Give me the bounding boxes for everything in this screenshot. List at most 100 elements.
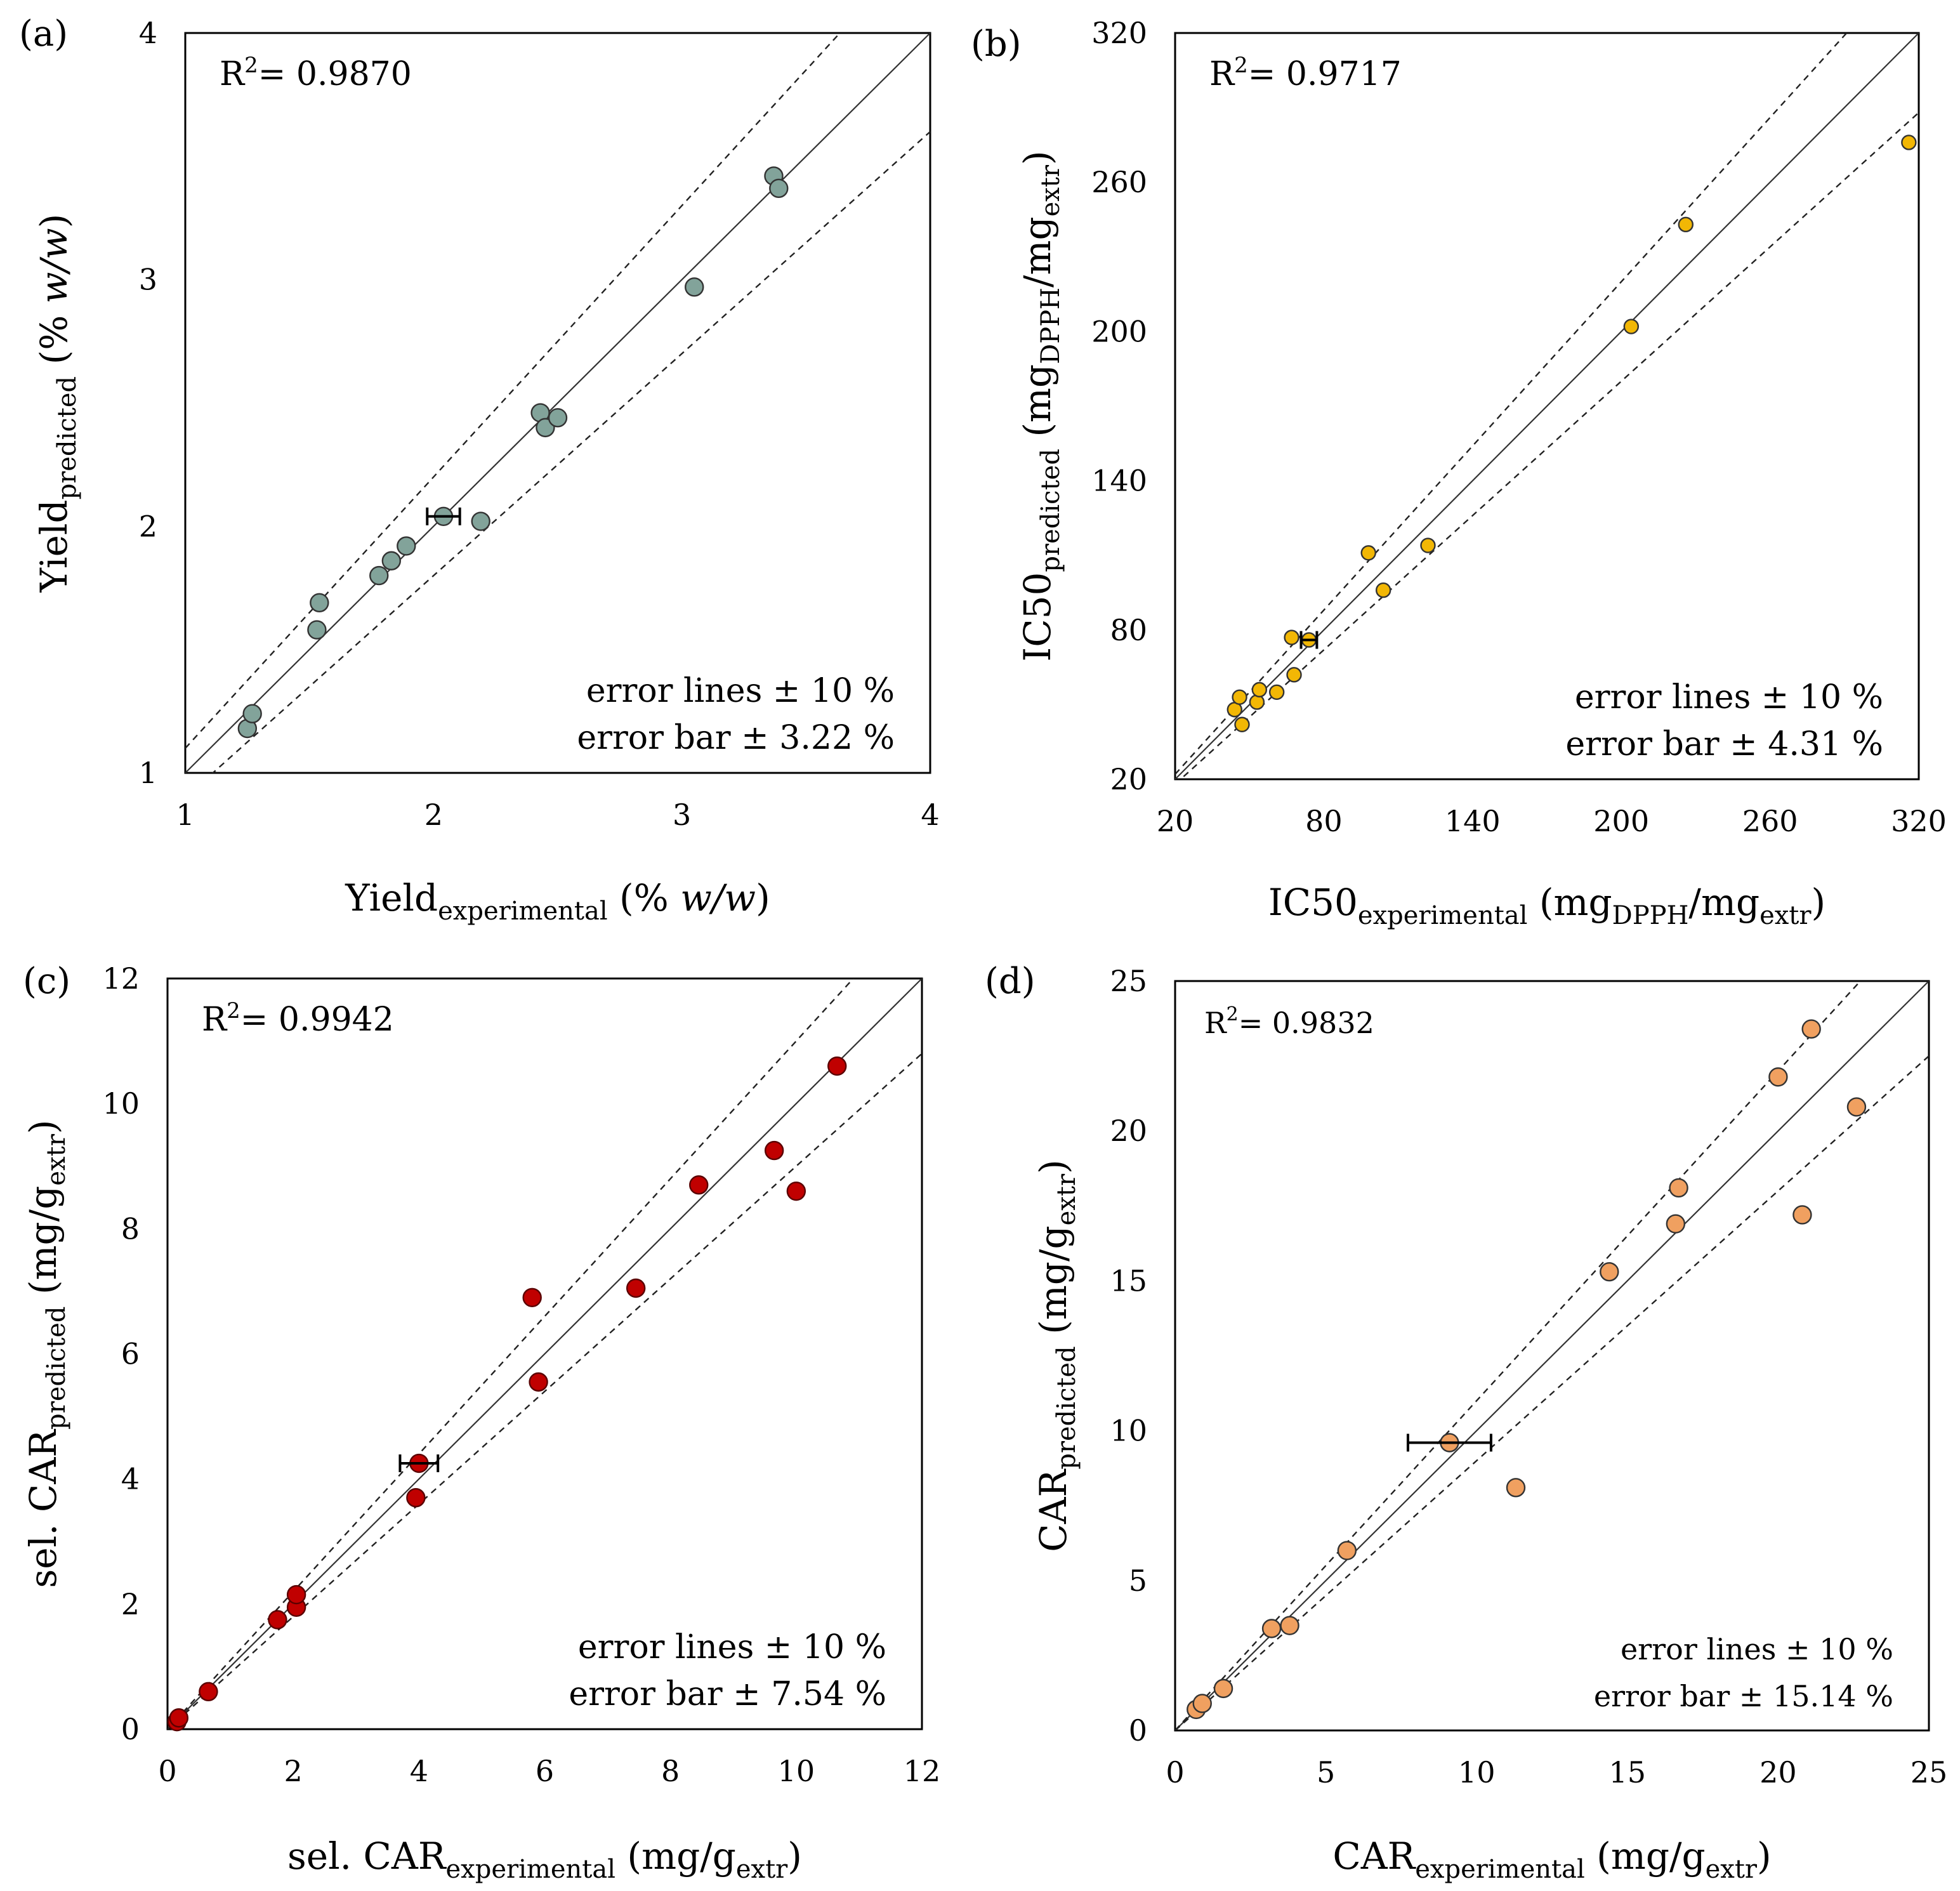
- data-points: [1227, 135, 1917, 732]
- error-bar-legend: error bar ± 15.14 %: [1594, 1679, 1893, 1713]
- upper-error-line: [1175, 981, 1862, 1730]
- data-point: [1623, 319, 1640, 334]
- x-tick-label: 140: [1445, 804, 1501, 838]
- x-tick-label: 5: [1317, 1755, 1335, 1789]
- data-point: [529, 1372, 548, 1392]
- y-axis-title: sel. CARpredicted (mg/gextr): [22, 1120, 71, 1588]
- plot-frame: [184, 32, 931, 774]
- data-point: [1846, 1097, 1867, 1117]
- y-axis-title: Yieldpredicted (% w/w): [32, 214, 82, 593]
- y-tick-label: 0: [1129, 1713, 1147, 1748]
- data-point: [764, 1140, 784, 1161]
- r-squared-label: R2= 0.9717: [1209, 53, 1402, 93]
- data-point: [406, 1488, 426, 1508]
- data-point: [397, 536, 416, 556]
- upper-error-line: [185, 33, 841, 749]
- data-point: [689, 1175, 709, 1195]
- x-tick-label: 260: [1742, 804, 1798, 838]
- data-point: [1792, 1205, 1812, 1225]
- x-tick-label: 10: [778, 1754, 815, 1788]
- panel-label: (a): [19, 13, 68, 55]
- x-tick-label: 8: [661, 1754, 680, 1788]
- data-point: [1360, 545, 1376, 561]
- x-tick-label: 3: [673, 798, 691, 832]
- data-point: [769, 178, 789, 199]
- data-point: [685, 277, 704, 297]
- x-tick-label: 4: [921, 798, 939, 832]
- data-point: [1261, 1619, 1282, 1638]
- data-point: [310, 593, 329, 613]
- lower-error-line: [1179, 112, 1919, 779]
- data-point: [1213, 1678, 1233, 1699]
- r-squared-label: R2= 0.9832: [1204, 1003, 1374, 1040]
- reference-lines: [1175, 981, 1929, 1730]
- x-tick-label: 2: [424, 798, 443, 832]
- data-point: [1801, 1019, 1821, 1039]
- y-tick-label: 8: [121, 1211, 140, 1246]
- y-tick-label: 3: [139, 263, 157, 297]
- data-point: [1268, 684, 1285, 701]
- data-point: [1249, 694, 1265, 710]
- x-tick-label: 20: [1759, 1755, 1797, 1789]
- x-tick-label: 4: [410, 1754, 428, 1788]
- upper-error-line: [1175, 33, 1848, 775]
- panel-label: (c): [23, 961, 70, 1002]
- plot-frame: [166, 977, 923, 1730]
- lower-error-line: [168, 1053, 922, 1729]
- y-tick-label: 200: [1091, 314, 1147, 348]
- data-points: [237, 166, 789, 739]
- data-point: [1768, 1067, 1788, 1087]
- error-bar-legend: error bar ± 3.22 %: [577, 719, 895, 757]
- data-point: [1901, 135, 1917, 150]
- panel-d: (d) 0 5 10 15 20 25 0 5 10 15 20 25 CARexperimental (…: [985, 961, 1947, 1884]
- data-point: [1234, 716, 1250, 732]
- x-axis-title: CARexperimental (mg/gextr): [1332, 1835, 1771, 1884]
- data-point: [1251, 682, 1268, 698]
- panel-label: (d): [985, 961, 1036, 1002]
- x-tick-label: 20: [1157, 804, 1194, 838]
- panel-label: (b): [971, 23, 1022, 65]
- x-tick-label: 1: [176, 798, 194, 832]
- y-tick-label: 140: [1091, 464, 1147, 498]
- data-point: [1420, 537, 1436, 553]
- identity-line: [1175, 33, 1919, 779]
- data-point: [1284, 629, 1299, 645]
- x-tick-label: 200: [1593, 804, 1649, 838]
- x-tick-label: 6: [536, 1754, 554, 1788]
- error-bar-legend: error bar ± 4.31 %: [1565, 725, 1883, 763]
- y-tick-label: 2: [121, 1587, 140, 1621]
- error-lines-legend: error lines ± 10 %: [1621, 1632, 1893, 1666]
- error-lines-legend: error lines ± 10 %: [586, 672, 895, 710]
- data-point: [1375, 582, 1391, 598]
- data-point: [307, 620, 327, 640]
- plot-frame: [1174, 980, 1930, 1732]
- reference-lines: [1175, 33, 1919, 779]
- error-bar: [426, 507, 461, 525]
- y-tick-label: 320: [1091, 16, 1147, 50]
- reference-lines: [185, 33, 930, 773]
- y-tick-label: 4: [121, 1462, 140, 1496]
- y-tick-label: 10: [102, 1086, 140, 1121]
- error-bar-legend: error bar ± 7.54 %: [569, 1675, 886, 1713]
- x-tick-label: 0: [1166, 1755, 1184, 1789]
- data-point: [1669, 1178, 1688, 1198]
- y-axis-title: CARpredicted (mg/gextr): [1032, 1159, 1081, 1552]
- r-squared-label: R2= 0.9942: [202, 998, 394, 1039]
- panel-a: (a) 1 2 3 4 1 2 3 4 Yieldexperimental (% w/w) Yiel…: [19, 13, 940, 926]
- y-tick-label: 12: [102, 961, 140, 996]
- data-point: [1678, 216, 1694, 233]
- y-tick-label: 25: [1110, 964, 1147, 998]
- r-squared-label: R2= 0.9870: [220, 53, 412, 93]
- error-lines-legend: error lines ± 10 %: [1575, 678, 1883, 716]
- error-lines-legend: error lines ± 10 %: [578, 1628, 886, 1666]
- data-point: [471, 511, 490, 531]
- data-point: [1337, 1541, 1357, 1560]
- data-point: [1666, 1214, 1686, 1234]
- y-tick-label: 0: [121, 1712, 140, 1746]
- y-tick-label: 20: [1110, 762, 1147, 796]
- panel-c: (c) 0 2 4 6 8 10 12 0 2 4 6 8 10 12 sel. CARexperimenta…: [22, 961, 940, 1884]
- data-point: [827, 1056, 847, 1076]
- data-point: [1280, 1616, 1299, 1635]
- error-bar: [1299, 631, 1319, 649]
- data-point: [1506, 1478, 1526, 1498]
